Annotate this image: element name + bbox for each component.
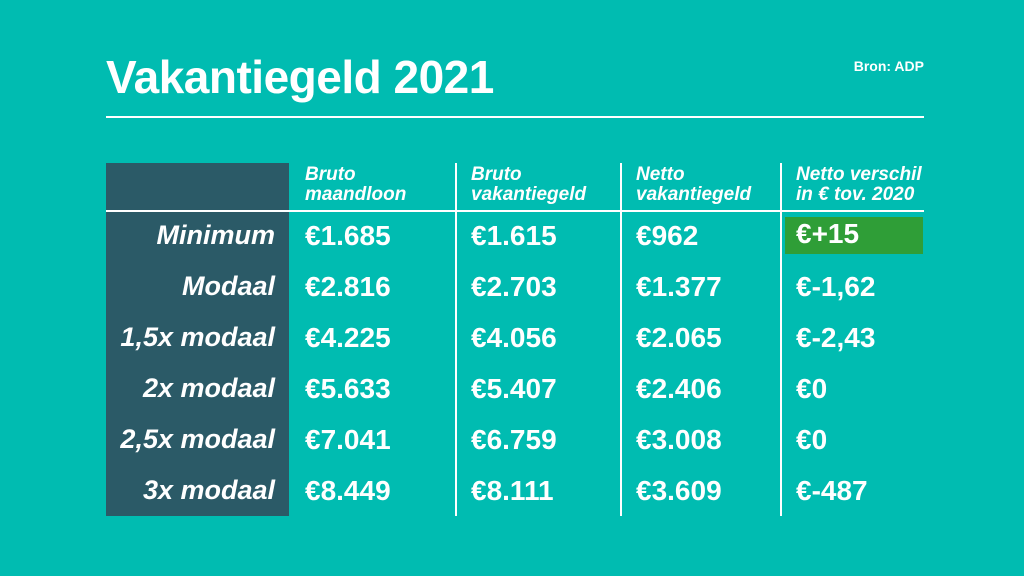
title-divider	[106, 116, 924, 118]
column-header-line: Bruto	[471, 164, 522, 185]
cell-2x-bruto-maandloon: €5.633	[305, 372, 391, 404]
cell-modaal-bruto-vakantiegeld: €2.703	[471, 270, 557, 302]
column-header-line: vakantiegeld	[636, 184, 752, 205]
row-label-2x-modaal: 2x modaal	[142, 373, 275, 403]
cell-3x-netto-vakantiegeld: €3.609	[636, 474, 722, 506]
row-label-2-5x-modaal: 2,5x modaal	[120, 424, 275, 454]
row-label-modaal: Modaal	[181, 271, 275, 301]
cell-1-5x-bruto-maandloon: €4.225	[305, 321, 391, 353]
header-spacer-cell	[106, 163, 289, 210]
cell-3x-bruto-vakantiegeld: €8.111	[471, 474, 554, 506]
column-header-netto-verschil: Netto verschil in € tov. 2020	[780, 163, 924, 210]
data-table: Bruto maandloon Bruto vakantiegeld Netto…	[106, 163, 924, 516]
column-divider-1	[455, 163, 457, 516]
cell-1-5x-bruto-vakantiegeld: €4.056	[471, 321, 557, 353]
row-label-3x-modaal: 3x modaal	[142, 475, 275, 505]
column-header-line: Netto verschil	[796, 164, 922, 185]
row-label-1-5x-modaal: 1,5x modaal	[120, 322, 275, 352]
cell-2-5x-netto-vakantiegeld: €3.008	[636, 423, 722, 455]
cell-2-5x-netto-verschil: €0	[796, 423, 828, 455]
page-title: Vakantiegeld 2021	[106, 51, 494, 103]
cell-2-5x-bruto-maandloon: €7.041	[305, 423, 391, 455]
cell-3x-bruto-maandloon: €8.449	[305, 474, 391, 506]
column-header-line: Bruto	[305, 164, 356, 185]
cell-modaal-netto-vakantiegeld: €1.377	[636, 270, 722, 302]
cell-modaal-bruto-maandloon: €2.816	[305, 270, 391, 302]
cell-2-5x-bruto-vakantiegeld: €6.759	[471, 423, 557, 455]
cell-2x-bruto-vakantiegeld: €5.407	[471, 372, 557, 404]
column-header-netto-vakantiegeld: Netto vakantiegeld	[620, 163, 780, 210]
cell-minimum-netto-verschil: €+15	[780, 210, 924, 261]
cell-minimum-bruto-maandloon: €1.685	[305, 219, 391, 251]
column-header-bruto-maandloon: Bruto maandloon	[289, 163, 455, 210]
column-header-line: vakantiegeld	[471, 184, 587, 205]
column-divider-3	[780, 163, 782, 516]
column-header-line: maandloon	[305, 184, 407, 205]
cell-2x-netto-verschil: €0	[796, 372, 828, 404]
column-header-bruto-vakantiegeld: Bruto vakantiegeld	[455, 163, 620, 210]
column-divider-2	[620, 163, 622, 516]
column-header-line: in € tov. 2020	[796, 184, 915, 205]
column-header-line: Netto	[636, 164, 685, 185]
cell-modaal-netto-verschil: €-1,62	[796, 270, 876, 302]
row-label-minimum: Minimum	[156, 220, 276, 250]
row-header-column-background	[106, 163, 289, 516]
source-label: Bron: ADP	[853, 58, 924, 74]
cell-minimum-bruto-vakantiegeld: €1.615	[471, 219, 557, 251]
header-divider	[106, 210, 924, 212]
cell-1-5x-netto-vakantiegeld: €2.065	[636, 321, 722, 353]
positive-highlight-badge: €+15	[785, 217, 923, 254]
cell-3x-netto-verschil: €-487	[796, 474, 868, 506]
cell-1-5x-netto-verschil: €-2,43	[796, 321, 876, 353]
cell-minimum-netto-vakantiegeld: €962	[636, 219, 699, 251]
cell-2x-netto-vakantiegeld: €2.406	[636, 372, 722, 404]
